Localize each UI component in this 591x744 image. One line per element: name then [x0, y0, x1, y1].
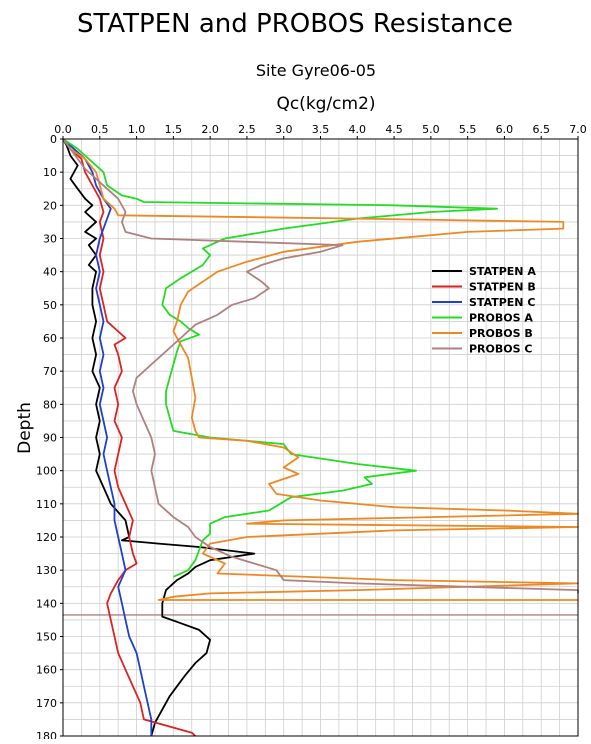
y-tick-label: 100 [36, 465, 57, 478]
y-tick-label: 70 [43, 365, 57, 378]
y-tick-label: 170 [36, 697, 57, 710]
y-tick-label: 140 [36, 597, 57, 610]
y-tick-label: 120 [36, 531, 57, 544]
x-tick-label: 2.0 [201, 123, 219, 136]
chart-subtitle: Site Gyre06-05 [256, 61, 376, 80]
x-tick-label: 0.5 [91, 123, 109, 136]
y-tick-label: 180 [36, 730, 57, 739]
series-line-probos-b [62, 138, 579, 601]
y-tick-label: 0 [50, 133, 57, 146]
y-tick-label: 30 [43, 233, 57, 246]
y-tick-label: 80 [43, 398, 57, 411]
legend-label-probos-b: PROBOS B [469, 327, 533, 340]
x-tick-label: 6.0 [496, 123, 514, 136]
x-tick-label: 3.5 [312, 123, 330, 136]
x-tick-label: 5.0 [422, 123, 440, 136]
x-tick-label: 2.5 [238, 123, 256, 136]
y-axis-label: Depth [15, 402, 35, 454]
y-tick-label: 50 [43, 299, 57, 312]
chart-title: STATPEN and PROBOS Resistance [77, 9, 513, 39]
y-tick-label: 20 [43, 199, 57, 212]
series-lines [62, 138, 579, 737]
plot-frame [62, 138, 579, 737]
x-tick-label: 7.0 [569, 123, 587, 136]
x-tick-label: 3.0 [275, 123, 293, 136]
x-tick-label: 0.0 [54, 123, 72, 136]
x-tick-label: 4.0 [349, 123, 367, 136]
series-line-statpen-a [62, 138, 256, 737]
y-tick-label: 130 [36, 564, 57, 577]
x-axis-label: Qc(kg/cm2) [276, 94, 375, 114]
y-tick-label: 40 [43, 266, 57, 279]
y-tick-label: 110 [36, 498, 57, 511]
y-tick-label: 60 [43, 332, 57, 345]
legend-label-statpen-b: STATPEN B [469, 281, 536, 294]
y-tick-label: 160 [36, 664, 57, 677]
series-line-statpen-b [62, 138, 197, 737]
x-tick-label: 1.0 [128, 123, 146, 136]
legend-label-statpen-a: STATPEN A [469, 265, 536, 278]
legend-label-statpen-c: STATPEN C [469, 296, 535, 309]
series-line-statpen-c [62, 138, 153, 736]
x-tick-label: 5.5 [459, 123, 477, 136]
x-tick-label: 4.5 [385, 123, 403, 136]
tick-labels: 0.0 0.5 1.0 1.5 2.0 2.5 3.0 3.5 4.0 4.5 5.0 5.5 6.0 6… [36, 123, 587, 743]
y-tick-label: 10 [43, 166, 57, 179]
y-tick-label: 150 [36, 631, 57, 644]
y-tick-label: 90 [43, 432, 57, 445]
series-line-probos-c [62, 138, 579, 594]
x-tick-label: 1.5 [165, 123, 183, 136]
grid [62, 138, 579, 737]
legend-label-probos-a: PROBOS A [469, 312, 533, 325]
x-tick-label: 6.5 [532, 123, 550, 136]
legend: STATPEN A STATPEN B STATPEN C PROBOS A PROBO… [432, 265, 536, 356]
series-line-probos-a [62, 138, 499, 578]
legend-label-probos-c: PROBOS C [469, 343, 532, 356]
